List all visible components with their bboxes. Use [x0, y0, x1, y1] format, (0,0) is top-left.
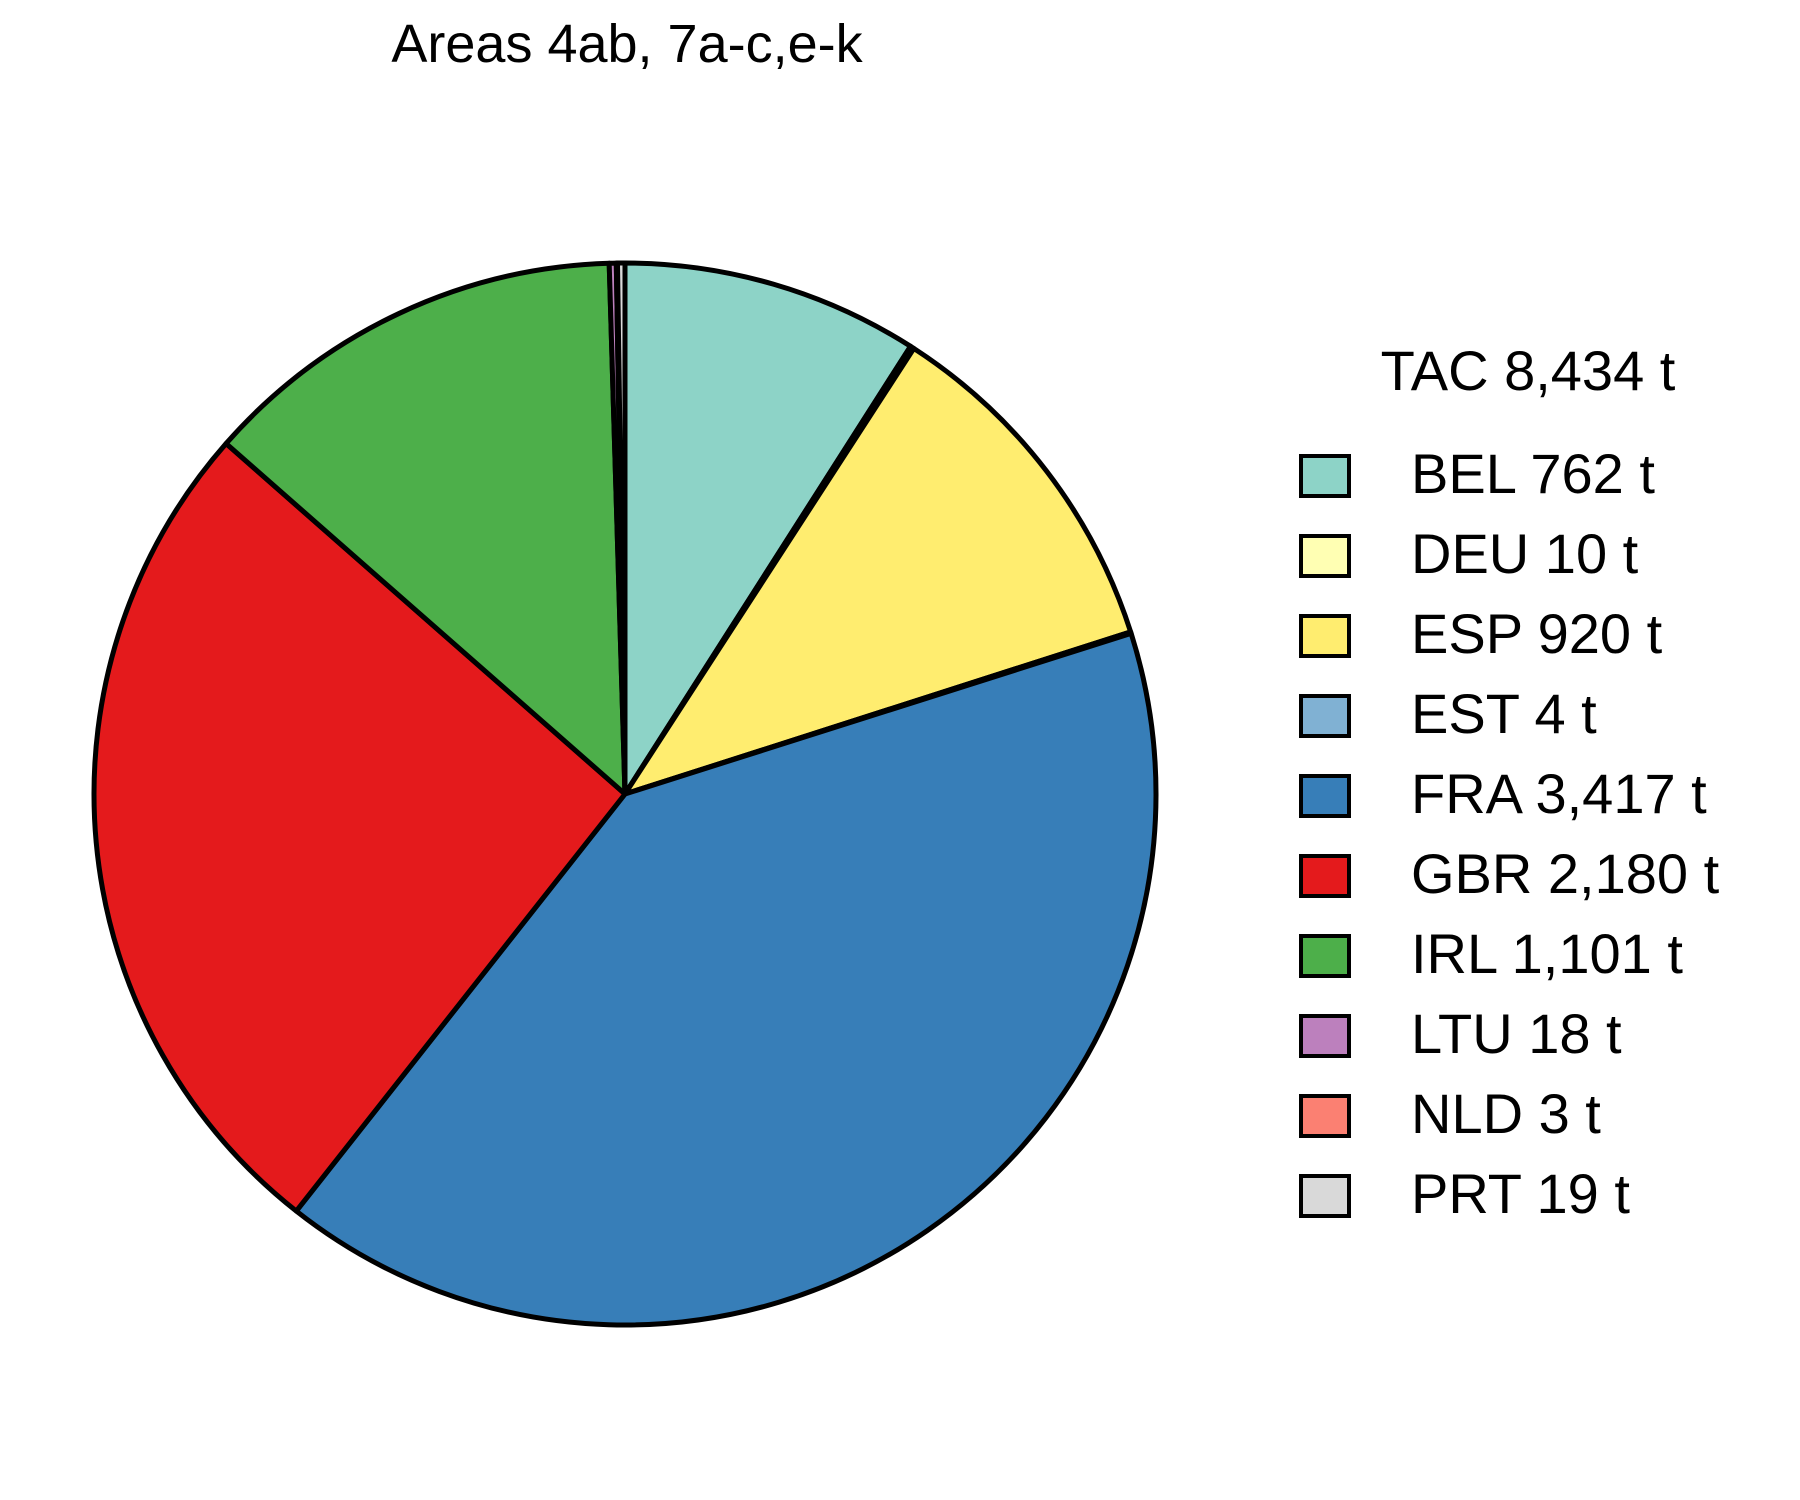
legend-swatch	[1299, 694, 1351, 738]
legend-swatch	[1299, 614, 1351, 658]
pie-slices	[91, 260, 1159, 1328]
legend-item-deu: DEU 10 t	[1299, 522, 1639, 585]
legend-swatch	[1299, 1174, 1351, 1218]
legend-label: PRT 19 t	[1411, 1162, 1630, 1225]
pie-slice-prt	[614, 260, 628, 797]
legend-item-est: EST 4 t	[1299, 682, 1597, 745]
legend-label: EST 4 t	[1411, 682, 1597, 745]
pie-slice-bel	[622, 260, 914, 797]
legend-label: IRL 1,101 t	[1411, 922, 1683, 985]
legend-label: LTU 18 t	[1411, 1002, 1622, 1065]
legend-swatch	[1299, 934, 1351, 978]
legend-swatch	[1299, 1094, 1351, 1138]
legend-label: BEL 762 t	[1411, 442, 1655, 505]
chart-title: Areas 4ab, 7a-c,e-k	[391, 14, 863, 74]
legend-item-fra: FRA 3,417 t	[1299, 762, 1707, 825]
legend-item-gbr: GBR 2,180 t	[1299, 842, 1720, 905]
legend-label: ESP 920 t	[1411, 602, 1663, 665]
legend-swatch	[1299, 774, 1351, 818]
legend-label: GBR 2,180 t	[1411, 842, 1720, 905]
legend-label: FRA 3,417 t	[1411, 762, 1707, 825]
legend-item-esp: ESP 920 t	[1299, 602, 1663, 665]
pie-slice-fra	[293, 630, 1159, 1328]
legend-item-bel: BEL 762 t	[1299, 442, 1655, 505]
legend-label: DEU 10 t	[1411, 522, 1639, 585]
legend-swatch	[1299, 854, 1351, 898]
legend-items: BEL 762 t DEU 10 t ESP 920 t EST 4 t FRA 3,4…	[1299, 442, 1720, 1225]
legend: TAC 8,434 t BEL 762 t DEU 10 t ESP 920 t ES…	[1299, 339, 1720, 1225]
legend-item-prt: PRT 19 t	[1299, 1162, 1630, 1225]
legend-label: NLD 3 t	[1411, 1082, 1601, 1145]
legend-swatch	[1299, 1014, 1351, 1058]
legend-item-ltu: LTU 18 t	[1299, 1002, 1622, 1065]
legend-swatch	[1299, 454, 1351, 498]
legend-title: TAC 8,434 t	[1381, 339, 1676, 402]
pie-slice-gbr	[91, 441, 628, 1214]
legend-swatch	[1299, 534, 1351, 578]
legend-item-nld: NLD 3 t	[1299, 1082, 1601, 1145]
pie-slice-esp	[622, 345, 1134, 797]
pie-slice-irl	[223, 260, 628, 797]
legend-item-irl: IRL 1,101 t	[1299, 922, 1683, 985]
